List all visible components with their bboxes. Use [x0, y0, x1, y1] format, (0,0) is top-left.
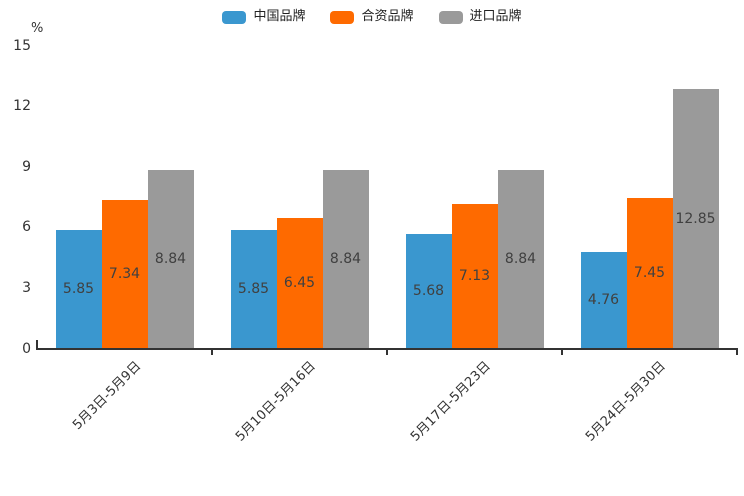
bar-value-label: 5.85 [237, 281, 270, 298]
bar-series-1-group-1: 5.85 [55, 230, 102, 349]
legend-item-series-1[interactable]: 中国品牌 [222, 9, 305, 25]
y-axis-tick-label: 9 [22, 158, 31, 175]
y-axis-unit-label: % [31, 21, 44, 36]
bar-series-2-group-1: 7.34 [101, 200, 148, 349]
x-axis-tick [386, 350, 388, 355]
y-axis-tick-label: 3 [22, 279, 31, 296]
bar-value-label: 5.68 [412, 283, 445, 300]
x-axis-line [36, 348, 738, 350]
bar-series-2-group-4: 7.45 [626, 198, 673, 349]
legend-marker [222, 10, 247, 24]
bar-series-3-group-4: 12.85 [672, 88, 719, 349]
bar-value-label: 8.84 [154, 251, 187, 268]
bar-series-3-group-2: 8.84 [322, 169, 369, 349]
legend-marker [438, 10, 463, 24]
legend-label: 进口品牌 [469, 9, 522, 24]
x-axis-tick [736, 350, 738, 355]
bar-value-label: 8.84 [504, 251, 537, 268]
x-axis-tick [211, 350, 213, 355]
bar-value-label: 7.34 [108, 266, 141, 283]
x-axis-tick [561, 350, 563, 355]
y-axis-tick-label: 12 [13, 98, 31, 115]
bar-series-3-group-3: 8.84 [497, 169, 544, 349]
chart-legend: 中国品牌 合资品牌 进口品牌 [0, 8, 744, 26]
legend-marker [330, 10, 355, 24]
legend-item-series-2[interactable]: 合资品牌 [330, 9, 414, 25]
bar-value-label: 6.45 [283, 275, 316, 292]
bar-value-label: 7.13 [458, 268, 491, 285]
bar-value-label: 7.45 [633, 265, 666, 282]
bar-series-2-group-3: 7.13 [451, 204, 498, 349]
legend-label: 中国品牌 [253, 9, 306, 24]
x-axis-category-label: 5月24日-5月30日 [583, 358, 669, 445]
y-axis-tick-label: 0 [22, 340, 31, 357]
bar-value-label: 12.85 [675, 210, 716, 227]
x-axis-category-label: 5月3日-5月9日 [69, 358, 144, 433]
bar-value-label: 5.85 [62, 281, 95, 298]
bar-value-label: 4.76 [587, 292, 620, 309]
bar-value-label: 8.84 [329, 251, 362, 268]
y-axis-tick-label: 15 [13, 37, 31, 54]
bar-series-1-group-2: 5.85 [230, 230, 277, 349]
legend-item-series-3[interactable]: 进口品牌 [438, 9, 522, 25]
y-axis-origin-tick [36, 340, 38, 348]
bar-series-2-group-2: 6.45 [276, 218, 323, 349]
y-axis-tick-label: 6 [22, 219, 31, 236]
bar-series-1-group-4: 4.76 [580, 252, 627, 349]
x-axis-category-label: 5月10日-5月16日 [233, 358, 319, 445]
x-axis-category-label: 5月17日-5月23日 [408, 358, 494, 445]
bar-series-1-group-3: 5.68 [405, 233, 452, 349]
bar-series-3-group-1: 8.84 [147, 169, 194, 349]
legend-label: 合资品牌 [361, 9, 414, 24]
